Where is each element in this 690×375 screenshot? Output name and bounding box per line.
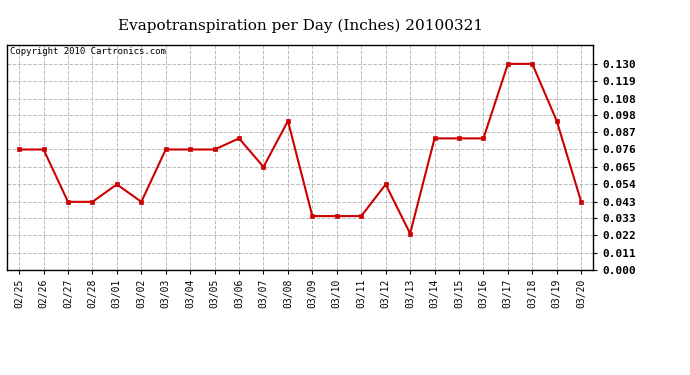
Text: Copyright 2010 Cartronics.com: Copyright 2010 Cartronics.com (10, 47, 166, 56)
Text: Evapotranspiration per Day (Inches) 20100321: Evapotranspiration per Day (Inches) 2010… (117, 19, 483, 33)
